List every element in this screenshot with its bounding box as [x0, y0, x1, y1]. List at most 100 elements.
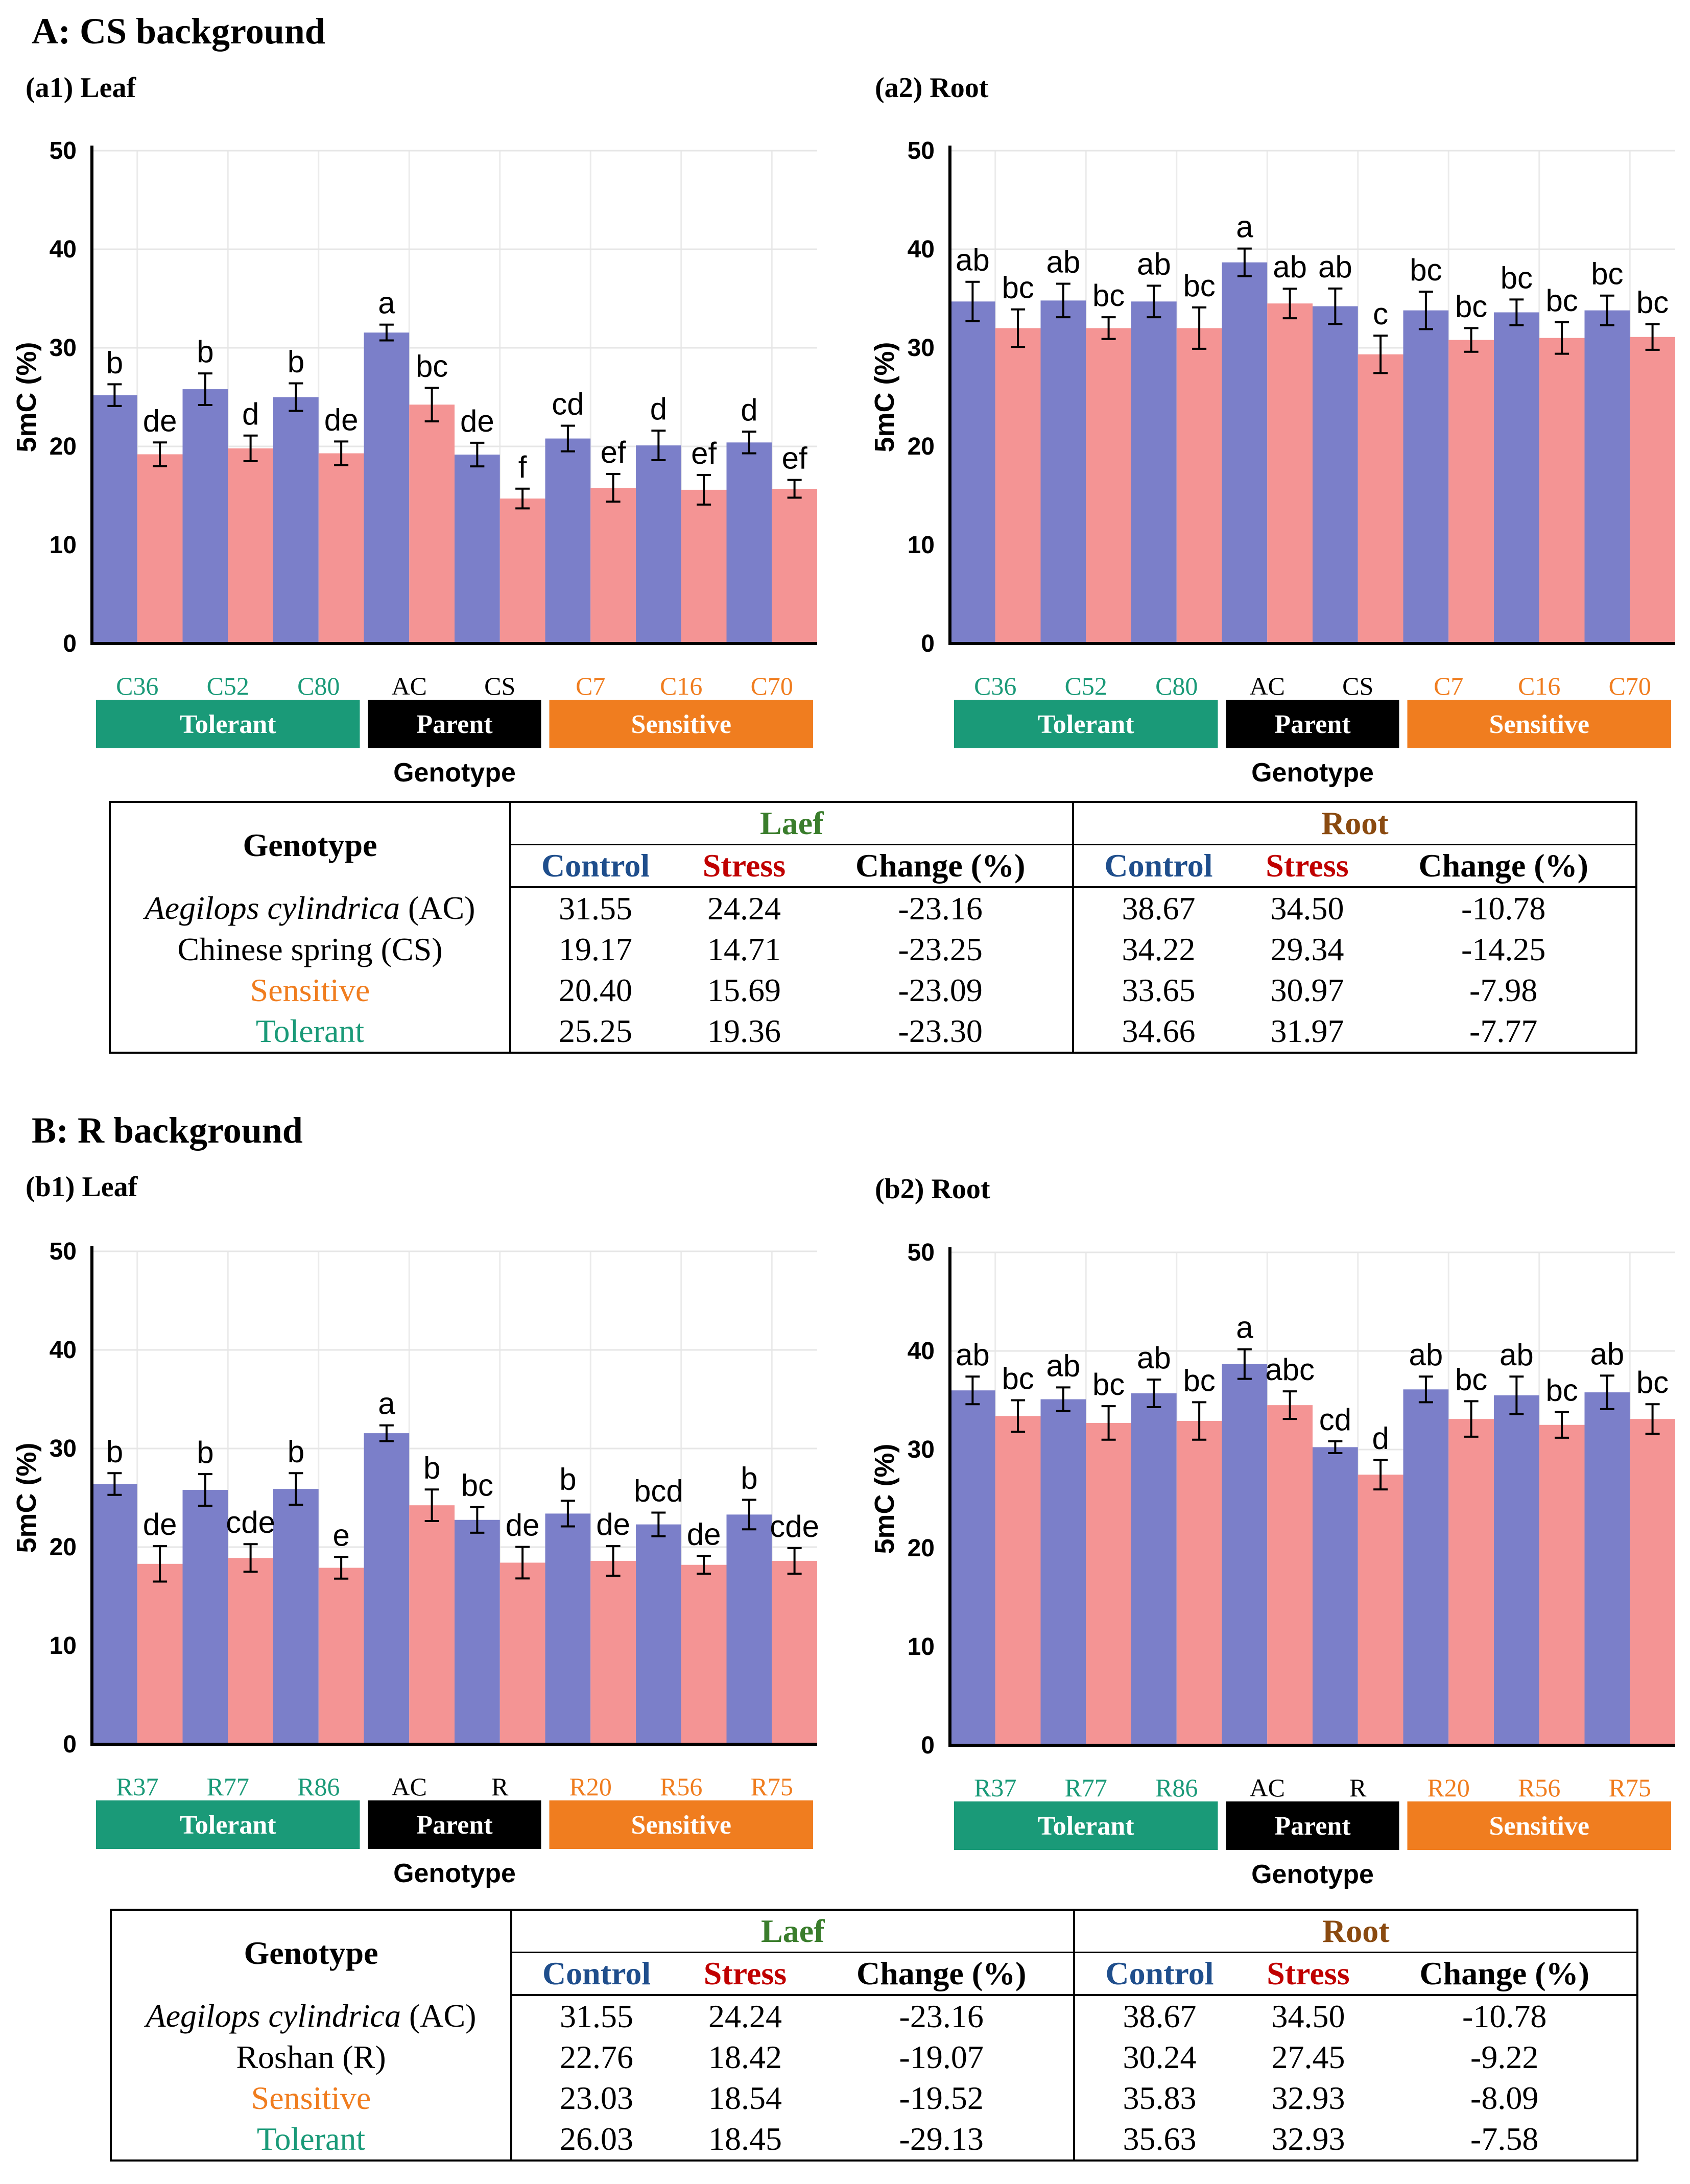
table-cell-leaf-stress: 18.54	[708, 2080, 782, 2116]
table-row-label-text: Sensitive	[250, 972, 370, 1008]
significance-letter: ab	[1137, 1341, 1171, 1375]
significance-letter: b	[106, 345, 123, 379]
significance-letter: d	[1372, 1421, 1389, 1455]
x-tick-label: R77	[207, 1772, 249, 1801]
bar-stress-c70	[1630, 337, 1675, 644]
table-cell-leaf-stress: 18.42	[708, 2039, 782, 2075]
significance-letter: ab	[1046, 1348, 1081, 1383]
significance-letter: a	[378, 1387, 395, 1421]
significance-letter: b	[197, 1435, 213, 1469]
significance-letter: bc	[1183, 1363, 1215, 1397]
group-box-tolerant	[954, 700, 1218, 748]
y-tick-label: 20	[50, 1534, 77, 1561]
panel-a1-title: (a1) Leaf	[26, 72, 136, 104]
table-root-change-header: Change (%)	[1372, 1952, 1637, 1996]
significance-letter: f	[518, 450, 527, 484]
group-box-sensitive	[549, 1800, 813, 1849]
table-cell-root-stress: 30.97	[1270, 972, 1344, 1008]
significance-letter: cd	[552, 387, 584, 421]
significance-letter: cd	[1319, 1403, 1351, 1437]
table-cell-root-stress: 34.50	[1270, 890, 1344, 927]
x-axis-label: Genotype	[393, 1859, 516, 1888]
table-cell-leaf-change: -23.09	[808, 970, 1075, 1011]
y-tick-label: 40	[50, 1337, 77, 1364]
table-row-label-text: Chinese spring (CS)	[177, 931, 443, 967]
summary-table-b: Genotype Laef Root Control Stress Change (%) C…	[110, 1909, 1638, 2162]
x-tick-label: R56	[1518, 1773, 1560, 1802]
table-cell-leaf-control: 20.40	[559, 972, 633, 1008]
bar-stress-r75	[1630, 1419, 1675, 1745]
group-box-sensitive	[549, 700, 813, 748]
bar-stress-c52	[1086, 328, 1131, 644]
significance-letter: ef	[691, 436, 717, 470]
significance-letter: bc	[1545, 283, 1578, 318]
significance-letter: de	[506, 1508, 540, 1542]
table-cell-leaf-control: 31.55	[559, 890, 633, 927]
x-axis-label: Genotype	[393, 758, 516, 788]
bar-control-r77	[1040, 1399, 1086, 1745]
x-tick-label: R	[1349, 1773, 1367, 1802]
table-cell-root-control: 34.22	[1122, 931, 1196, 967]
significance-letter: ab	[1499, 1338, 1534, 1372]
table-cell-root-stress: 32.93	[1271, 2080, 1345, 2116]
table-row-label-text: Roshan (R)	[236, 2039, 386, 2075]
significance-letter: bcd	[634, 1474, 683, 1508]
bar-stress-r86	[1176, 1421, 1222, 1745]
table-cell-leaf-change: -23.30	[808, 1011, 1075, 1053]
panel-a2-title: (a2) Root	[875, 72, 989, 104]
significance-letter: bc	[1092, 1367, 1125, 1402]
table-leaf-stress-header: Stress	[681, 1952, 810, 1996]
y-tick-label: 40	[908, 1338, 935, 1365]
significance-letter: c	[1373, 297, 1388, 331]
significance-letter: bc	[461, 1468, 493, 1503]
bar-stress-ac	[409, 405, 455, 644]
table-row-label: Aegilops cylindrica (AC)	[110, 887, 511, 929]
x-tick-label: AC	[392, 1772, 427, 1801]
group-box-sensitive	[1407, 1801, 1671, 1850]
group-box-parent	[368, 1800, 541, 1849]
y-tick-label: 10	[908, 532, 935, 559]
table-cell-root-change: -9.22	[1470, 2039, 1539, 2075]
significance-letter: bc	[1183, 269, 1215, 303]
bar-control-c36	[950, 301, 995, 644]
table-cell-leaf-change: -29.13	[809, 2119, 1076, 2161]
table-leaf-stress-header: Stress	[680, 844, 808, 888]
bar-stress-c36	[995, 328, 1041, 644]
x-tick-label: C16	[660, 672, 702, 700]
x-tick-label: C36	[974, 672, 1016, 700]
table-cell-leaf-stress: 19.36	[707, 1013, 781, 1049]
bar-stress-c16	[1539, 338, 1585, 644]
table-cell-leaf-control: 22.76	[560, 2039, 634, 2075]
x-tick-label: C7	[1434, 672, 1463, 700]
group-box-parent	[1226, 700, 1399, 748]
y-tick-label: 0	[921, 630, 935, 657]
table-cell-leaf-control: 23.03	[560, 2080, 634, 2116]
table-leaf-header: Laef	[510, 802, 1075, 845]
significance-letter: b	[288, 344, 304, 378]
x-tick-label: R77	[1065, 1773, 1107, 1802]
x-tick-label: CS	[1342, 672, 1373, 700]
table-row: Aegilops cylindrica (AC) 31.55 24.24 -23.16…	[110, 887, 1636, 929]
significance-letter: ef	[782, 441, 807, 476]
significance-letter: bc	[1092, 278, 1125, 313]
bar-control-ac	[364, 333, 410, 644]
significance-letter: bc	[1410, 253, 1442, 287]
x-axis-label: Genotype	[1251, 758, 1374, 788]
table-row-label: Tolerant	[111, 2119, 512, 2161]
table-genotype-header: Genotype	[111, 1910, 512, 1995]
x-tick-label: AC	[1250, 1773, 1285, 1802]
group-label-parent: Parent	[1274, 1812, 1351, 1841]
panel-b2-title: (b2) Root	[875, 1173, 990, 1205]
group-label-parent: Parent	[416, 1811, 493, 1840]
table-cell-leaf-change: -23.16	[809, 1995, 1076, 2037]
group-label-tolerant: Tolerant	[180, 1811, 276, 1840]
significance-letter: cde	[770, 1509, 819, 1544]
table-cell-root-stress: 29.34	[1270, 931, 1344, 967]
table-cell-root-control: 38.67	[1122, 890, 1196, 927]
significance-letter: bc	[1636, 286, 1669, 320]
bar-stress-ac	[409, 1505, 455, 1744]
table-cell-root-change: -8.09	[1470, 2080, 1539, 2116]
table-root-header: Root	[1073, 802, 1636, 845]
bar-control-r20	[1403, 1389, 1449, 1745]
